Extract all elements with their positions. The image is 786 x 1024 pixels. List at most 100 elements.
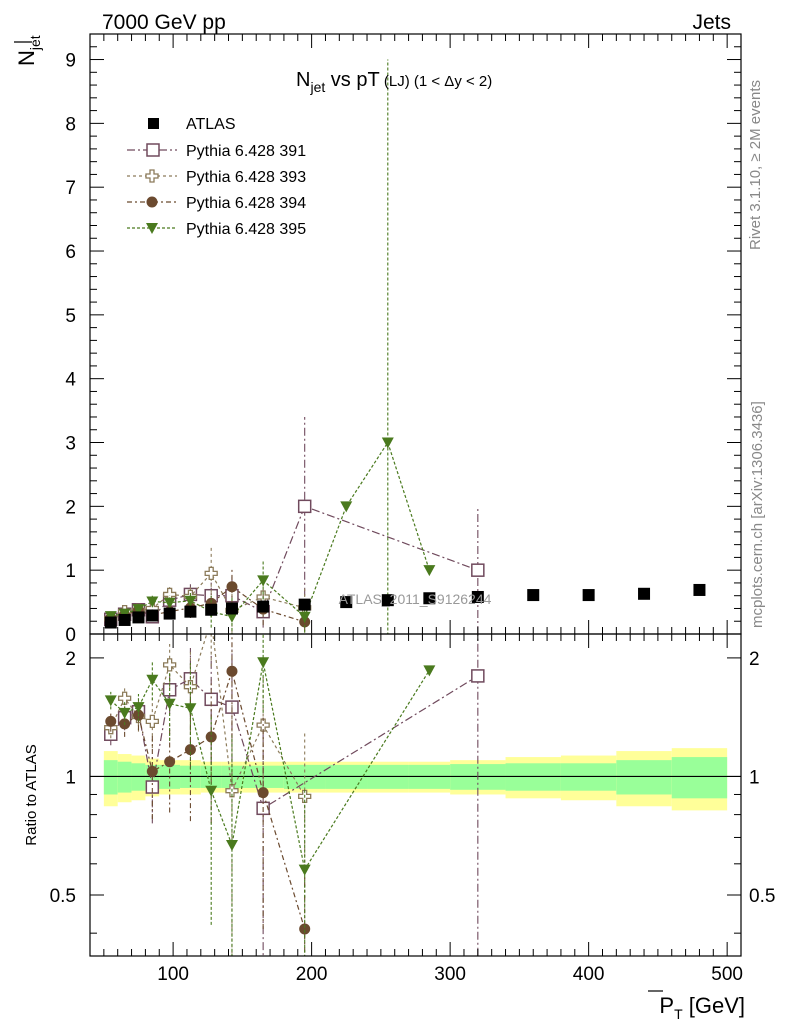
ratio-band-inner <box>117 761 132 793</box>
data-point-395 <box>423 565 436 577</box>
legend-label-395: Pythia 6.428 395 <box>186 221 306 238</box>
data-point-394 <box>226 581 238 593</box>
ratio-uncertainty-bands <box>90 748 741 811</box>
ratio-point-395 <box>132 702 145 714</box>
ratio-point-394 <box>105 715 117 727</box>
legend-marker-391 <box>146 143 160 157</box>
y-tick-label: 1 <box>65 561 76 582</box>
x-tick-label: 300 <box>434 964 466 985</box>
y-axis-label: Njet <box>14 35 43 66</box>
legend-marker-395 <box>146 223 158 234</box>
ratio-tick-label-right: 2 <box>749 649 760 670</box>
data-point-393 <box>204 566 218 581</box>
analysis-watermark: ATLAS_2011_S9126244 <box>339 591 492 607</box>
data-point-395 <box>132 604 145 616</box>
atlas-data-point <box>582 589 595 602</box>
header-right: Jets <box>692 11 731 34</box>
ratio-point-394 <box>299 923 311 935</box>
x-tick-label: 500 <box>711 964 743 985</box>
rivet-version-text: Rivet 3.1.10, ≥ 2M events <box>747 80 764 250</box>
ratio-point-395 <box>423 665 436 677</box>
series-line-391 <box>110 505 479 620</box>
atlas-data-point <box>471 590 484 603</box>
atlas-data-point <box>184 605 197 618</box>
y-tick-label: 8 <box>65 114 76 135</box>
atlas-data-point <box>132 611 145 624</box>
atlas-data-point <box>225 602 238 615</box>
ratio-tick-label-left: 2 <box>65 649 76 670</box>
atlas-data-point <box>381 594 394 607</box>
y-tick-label: 0 <box>65 625 76 646</box>
ratio-band-inner <box>616 760 672 795</box>
y-tick-label: 7 <box>65 178 76 199</box>
ratio-point-394 <box>226 665 238 677</box>
chart-title: Njet vs pT (LJ) (1 < Δy < 2) <box>296 69 492 95</box>
series-line-393 <box>110 572 305 620</box>
ratio-tick-label-right: 0.5 <box>749 886 775 907</box>
atlas-data-point <box>693 583 706 596</box>
data-point-391 <box>297 499 312 514</box>
x-tick-label: 400 <box>573 964 605 985</box>
y-tick-label: 5 <box>65 306 76 327</box>
ratio-point-393 <box>162 658 177 672</box>
atlas-data-point <box>104 616 117 629</box>
x-tick-label: 100 <box>157 964 189 985</box>
data-point-395 <box>184 595 197 607</box>
ratio-tick-label-left: 1 <box>65 767 76 788</box>
atlas-data-point <box>118 613 131 626</box>
ratio-point-391 <box>471 669 485 683</box>
ratio-point-394 <box>257 787 269 799</box>
ratio-point-395 <box>146 674 159 686</box>
data-point-395 <box>257 575 270 587</box>
series-layer <box>104 59 706 956</box>
atlas-data-point <box>205 603 218 616</box>
legend: ATLAS Pythia 6.428 391 Pythia 6.428 393 … <box>127 116 306 238</box>
ratio-point-395 <box>118 707 131 719</box>
atlas-data-point <box>146 609 159 622</box>
data-point-395 <box>340 501 353 513</box>
legend-label-394: Pythia 6.428 394 <box>186 195 306 212</box>
y-tick-label: 6 <box>65 242 76 263</box>
main-panel-marks <box>104 59 706 634</box>
ratio-point-393 <box>183 680 198 694</box>
atlas-data-point <box>257 600 270 613</box>
ratio-panel-frame <box>89 633 742 957</box>
ratio-tick-label-right: 1 <box>749 767 760 788</box>
ratio-axis-label: Ratio to ATLAS <box>23 744 40 845</box>
ratio-point-395 <box>163 698 176 710</box>
legend-marker-393 <box>145 169 159 183</box>
ratio-band-inner <box>671 757 728 799</box>
data-point-395 <box>381 437 394 449</box>
ratio-point-395 <box>205 785 218 797</box>
data-point-395 <box>298 611 311 623</box>
ratio-band-inner <box>103 760 118 795</box>
atlas-data-point <box>298 598 311 611</box>
x-axis-label: PT [GeV] <box>659 993 745 1022</box>
data-point-395 <box>225 611 238 623</box>
legend-entry-395: Pythia 6.428 395 <box>127 221 306 238</box>
ratio-point-395 <box>225 839 238 851</box>
mcplots-credit-text: mcplots.cern.ch [arXiv:1306.3436] <box>749 401 766 628</box>
ratio-panel-marks <box>104 634 485 956</box>
data-point-395 <box>163 597 176 609</box>
legend-label-391: Pythia 6.428 391 <box>186 143 306 160</box>
series-line-394 <box>110 586 305 623</box>
ratio-point-395 <box>257 657 270 669</box>
atlas-data-point <box>423 592 436 605</box>
legend-entry-394: Pythia 6.428 394 <box>127 195 306 212</box>
atlas-data-point <box>163 607 176 620</box>
atlas-data-point <box>638 587 651 600</box>
header-left: 7000 GeV pp <box>102 11 226 34</box>
ratio-point-394 <box>164 756 176 768</box>
legend-entry-393: Pythia 6.428 393 <box>127 169 306 186</box>
ratio-line-394 <box>110 669 306 930</box>
legend-entry-391: Pythia 6.428 391 <box>127 143 306 160</box>
atlas-data-point <box>527 589 540 602</box>
legend-label-atlas: ATLAS <box>186 116 236 133</box>
legend-label-393: Pythia 6.428 393 <box>186 169 306 186</box>
ratio-tick-label-left: 0.5 <box>50 886 76 907</box>
atlas-data-point <box>340 596 353 609</box>
ratio-point-395 <box>104 695 117 707</box>
ratio-point-391 <box>145 780 160 794</box>
